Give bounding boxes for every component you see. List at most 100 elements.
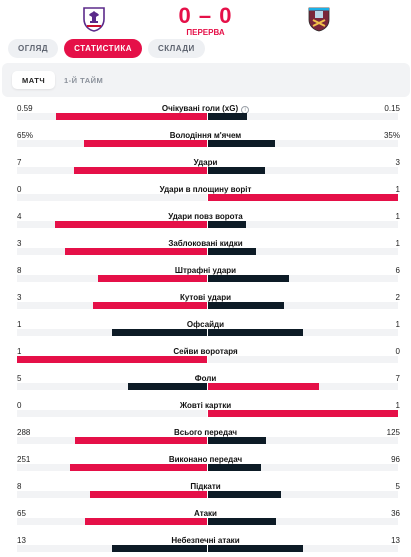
stat-home-bar xyxy=(84,518,207,525)
stat-home-value: 13 xyxy=(17,536,26,545)
west-ham-crest-icon[interactable] xyxy=(308,6,330,32)
stat-away-track xyxy=(208,518,398,525)
stat-away-value: 1 xyxy=(395,212,400,221)
stat-home-track xyxy=(17,167,207,174)
stat-away-value: 7 xyxy=(395,374,400,383)
stat-row: 0.59 Очікувані голи (xG) i 0.15 xyxy=(0,104,411,131)
stat-home-value: 0.59 xyxy=(17,104,33,113)
stat-home-value: 0 xyxy=(17,401,22,410)
stat-away-bar xyxy=(208,275,290,282)
stat-label-text: Виконано передач xyxy=(168,455,243,464)
stat-label: Підкати xyxy=(0,482,411,491)
stat-away-bar xyxy=(208,221,246,228)
stat-away-track xyxy=(208,140,398,147)
stat-away-track xyxy=(208,437,398,444)
stat-row: 0 Жовті картки 1 xyxy=(0,401,411,428)
stat-away-track xyxy=(208,248,398,255)
stat-label: Сейви воротаря xyxy=(0,347,411,356)
stat-home-bar xyxy=(17,356,207,363)
stat-away-bar xyxy=(208,464,261,471)
stat-away-bar xyxy=(208,329,303,336)
stat-away-bar xyxy=(208,383,319,390)
stat-away-value: 96 xyxy=(391,455,400,464)
stat-row: 8 Підкати 5 xyxy=(0,482,411,509)
stat-home-track xyxy=(17,248,207,255)
stat-label: Всього передач xyxy=(0,428,411,437)
stat-label: Кутові удари xyxy=(0,293,411,302)
stat-away-value: 35% xyxy=(383,131,400,140)
stat-away-value: 6 xyxy=(395,266,400,275)
stat-home-bar xyxy=(127,383,207,390)
fiorentina-crest-icon[interactable] xyxy=(82,6,106,32)
stat-home-value: 8 xyxy=(17,266,22,275)
stat-home-bar xyxy=(93,302,207,309)
stat-label-text: Жовті картки xyxy=(179,401,232,410)
stat-home-value: 65 xyxy=(17,509,26,518)
stat-away-bar xyxy=(208,167,265,174)
stat-row: 3 Заблоковані кидки 1 xyxy=(0,239,411,266)
period-tab-match[interactable]: МАТЧ xyxy=(12,71,56,89)
stat-label: Удари в площину воріт xyxy=(0,185,411,194)
stat-row: 7 Удари 3 xyxy=(0,158,411,185)
stat-away-track xyxy=(208,464,398,471)
stat-home-value: 3 xyxy=(17,293,22,302)
stat-home-value: 7 xyxy=(17,158,22,167)
stat-home-value: 251 xyxy=(17,455,31,464)
stat-away-track xyxy=(208,167,398,174)
stat-away-track xyxy=(208,356,398,363)
stat-away-track xyxy=(208,194,398,201)
stat-home-track xyxy=(17,545,207,552)
stat-home-bar xyxy=(112,545,207,552)
stat-label-text: Удари повз ворота xyxy=(168,212,243,221)
stat-label: Володіння м'ячем xyxy=(0,131,411,140)
stat-home-track xyxy=(17,464,207,471)
stat-label-text: Небезпечні атаки xyxy=(171,536,240,545)
stat-home-track xyxy=(17,518,207,525)
stat-label-text: Очікувані голи (xG) xyxy=(161,104,239,113)
stat-home-value: 65% xyxy=(17,131,34,140)
stat-away-value: 13 xyxy=(391,536,400,545)
stat-label: Небезпечні атаки xyxy=(0,536,411,545)
stat-away-track xyxy=(208,275,398,282)
stat-home-value: 3 xyxy=(17,239,22,248)
stat-label: Жовті картки xyxy=(0,401,411,410)
stat-label-text: Удари xyxy=(193,158,218,167)
stat-home-track xyxy=(17,356,207,363)
period-tab-first-half[interactable]: 1-Й ТАЙМ xyxy=(64,75,104,85)
stat-away-track xyxy=(208,410,398,417)
stat-label-text: Всього передач xyxy=(174,428,237,437)
stat-away-value: 0.15 xyxy=(384,104,400,113)
tab-overview[interactable]: ОГЛЯД xyxy=(8,39,59,58)
stat-home-track xyxy=(17,140,207,147)
stat-home-value: 4 xyxy=(17,212,22,221)
stat-away-value: 3 xyxy=(395,158,400,167)
stat-row: 251 Виконано передач 96 xyxy=(0,455,411,482)
stat-row: 65% Володіння м'ячем 35% xyxy=(0,131,411,158)
stat-home-bar xyxy=(74,437,207,444)
stat-away-bar xyxy=(208,113,247,120)
stat-away-track xyxy=(208,383,398,390)
stat-away-bar xyxy=(208,545,303,552)
stat-away-value: 1 xyxy=(395,401,400,410)
stat-label: Виконано передач xyxy=(0,455,411,464)
stat-home-track xyxy=(17,275,207,282)
stat-label-text: Удари в площину воріт xyxy=(159,185,252,194)
stat-label-text: Фоли xyxy=(194,374,217,383)
tab-statistics[interactable]: СТАТИСТИКА xyxy=(64,39,142,58)
stat-label-text: Штрафні удари xyxy=(174,266,237,275)
stat-label: Атаки xyxy=(0,509,411,518)
stat-away-value: 5 xyxy=(395,482,400,491)
stat-away-bar xyxy=(208,194,398,201)
stat-label-text: Атаки xyxy=(194,509,217,518)
tab-lineups[interactable]: СКЛАДИ xyxy=(147,39,205,58)
stat-home-bar xyxy=(90,491,207,498)
stat-row: 4 Удари повз ворота 1 xyxy=(0,212,411,239)
stat-row: 5 Фоли 7 xyxy=(0,374,411,401)
stat-away-bar xyxy=(208,410,398,417)
stat-row: 1 Сейви воротаря 0 xyxy=(0,347,411,374)
stat-away-value: 0 xyxy=(395,347,400,356)
stat-row: 0 Удари в площину воріт 1 xyxy=(0,185,411,212)
stat-home-value: 8 xyxy=(17,482,22,491)
stat-home-value: 288 xyxy=(17,428,31,437)
stat-away-value: 1 xyxy=(395,185,400,194)
